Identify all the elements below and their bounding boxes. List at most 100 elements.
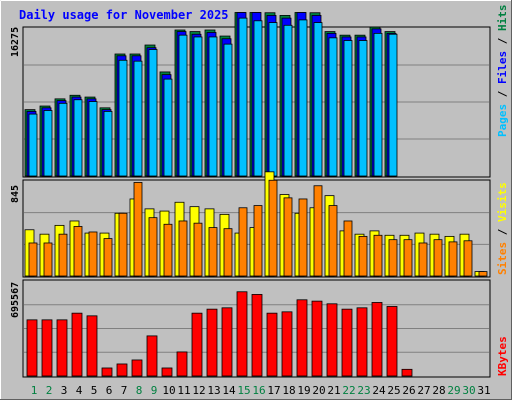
bar-sites-day-22 — [343, 220, 353, 277]
bar-sites-day-18 — [283, 197, 293, 277]
bars — [24, 12, 488, 377]
bar-sites-day-11 — [178, 220, 188, 277]
legend-pages: Pages — [496, 104, 509, 137]
bar-sites-day-29 — [448, 241, 458, 277]
bar-kbytes-day-1 — [26, 319, 38, 377]
bar-sites-day-24 — [373, 234, 383, 277]
mid-panel-max-label: 845 — [10, 185, 21, 203]
legend-visits: Visits — [496, 182, 509, 222]
day-label-12: 12 — [192, 384, 205, 397]
bar-kbytes-day-6 — [101, 367, 113, 377]
bar-sites-day-9 — [148, 217, 158, 277]
day-label-6: 6 — [106, 384, 113, 397]
bar-kbytes-day-16 — [251, 294, 263, 377]
bar-kbytes-day-11 — [176, 351, 188, 377]
day-label-30: 30 — [462, 384, 475, 397]
bar-pages-day-16 — [253, 20, 263, 177]
bar-sites-day-31 — [478, 271, 488, 277]
bar-sites-day-23 — [358, 235, 368, 277]
day-label-29: 29 — [447, 384, 460, 397]
legend-separator: / — [496, 222, 509, 242]
bar-sites-day-7 — [118, 212, 128, 277]
bar-kbytes-day-17 — [266, 312, 278, 377]
day-label-16: 16 — [252, 384, 265, 397]
day-label-4: 4 — [76, 384, 83, 397]
bar-pages-day-22 — [343, 40, 353, 177]
bar-pages-day-3 — [58, 102, 68, 177]
bar-sites-day-28 — [433, 239, 443, 277]
bar-kbytes-day-5 — [86, 315, 98, 377]
bar-pages-day-2 — [43, 110, 53, 177]
day-label-14: 14 — [222, 384, 236, 397]
day-label-26: 26 — [402, 384, 415, 397]
bar-kbytes-day-10 — [161, 367, 173, 377]
bar-kbytes-day-19 — [296, 299, 308, 377]
chart-title: Daily usage for November 2025 — [19, 8, 229, 22]
bar-sites-day-5 — [88, 231, 98, 277]
bar-sites-day-14 — [223, 228, 233, 277]
bar-kbytes-day-18 — [281, 311, 293, 377]
day-label-7: 7 — [121, 384, 128, 397]
bar-pages-day-15 — [238, 17, 248, 177]
bar-sites-day-30 — [463, 240, 473, 277]
bar-sites-day-17 — [268, 179, 278, 277]
day-label-9: 9 — [151, 384, 158, 397]
bar-pages-day-25 — [388, 33, 398, 177]
bar-sites-day-25 — [388, 239, 398, 277]
day-label-23: 23 — [357, 384, 370, 397]
bar-pages-day-6 — [103, 111, 113, 177]
bar-kbytes-day-25 — [386, 306, 398, 377]
legend-hits: Hits — [496, 5, 509, 32]
bar-kbytes-day-2 — [41, 319, 53, 377]
day-label-1: 1 — [31, 384, 38, 397]
day-label-11: 11 — [177, 384, 190, 397]
bar-pages-day-23 — [358, 40, 368, 177]
bottom-panel-max-label: 695567 — [10, 282, 21, 318]
bar-sites-day-26 — [403, 239, 413, 277]
bar-kbytes-day-22 — [341, 308, 353, 377]
day-label-5: 5 — [91, 384, 98, 397]
bar-kbytes-day-3 — [56, 319, 68, 377]
bar-kbytes-day-13 — [206, 308, 218, 377]
day-label-13: 13 — [207, 384, 220, 397]
bar-sites-day-8 — [133, 182, 143, 277]
bar-pages-day-10 — [163, 78, 173, 177]
legend-files: Files — [496, 51, 509, 84]
day-labels: 1 2 3 4 5 6 7 8 9 10 11 12 13 14 15 16 17 18 19 20 21 22 23 24 2… — [31, 384, 491, 397]
day-label-8: 8 — [136, 384, 143, 397]
bar-sites-day-6 — [103, 238, 113, 277]
bottom-panel-legend: KBytes — [496, 336, 509, 376]
bar-sites-day-27 — [418, 242, 428, 277]
day-label-22: 22 — [342, 384, 355, 397]
bar-kbytes-day-7 — [116, 363, 128, 377]
bar-sites-day-1 — [28, 242, 38, 277]
bar-pages-day-19 — [298, 19, 308, 177]
bar-kbytes-day-8 — [131, 359, 143, 377]
bar-pages-day-9 — [148, 49, 158, 177]
bar-kbytes-day-14 — [221, 307, 233, 377]
bar-pages-day-20 — [313, 22, 323, 177]
legend-sites: Sites — [496, 242, 509, 275]
bar-kbytes-day-12 — [191, 312, 203, 377]
day-label-17: 17 — [267, 384, 280, 397]
bar-pages-day-17 — [268, 22, 278, 177]
bar-sites-day-10 — [163, 223, 173, 277]
day-label-21: 21 — [327, 384, 340, 397]
bar-kbytes-day-9 — [146, 335, 158, 377]
bar-pages-day-8 — [133, 60, 143, 177]
bar-sites-day-20 — [313, 185, 323, 277]
bar-sites-day-2 — [43, 242, 53, 277]
legend-separator: / — [496, 84, 509, 104]
bar-kbytes-day-20 — [311, 300, 323, 377]
bar-kbytes-day-21 — [326, 303, 338, 377]
bar-pages-day-21 — [328, 37, 338, 177]
legend-separator: / — [496, 31, 509, 51]
bar-sites-day-3 — [58, 233, 68, 277]
day-label-31: 31 — [477, 384, 490, 397]
day-label-10: 10 — [162, 384, 175, 397]
bar-kbytes-day-4 — [71, 312, 83, 377]
day-label-3: 3 — [61, 384, 68, 397]
bar-kbytes-day-26 — [401, 368, 413, 377]
mid-panel-legend: Sites / Visits — [496, 182, 509, 275]
day-label-28: 28 — [432, 384, 445, 397]
